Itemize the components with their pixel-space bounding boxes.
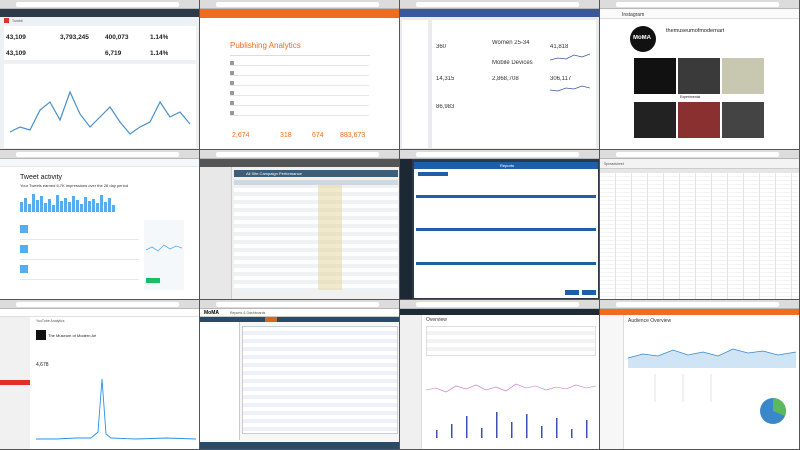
submit-button[interactable] [565, 290, 579, 295]
line-chart-panel [4, 64, 196, 148]
sidebar [400, 315, 422, 449]
profile-username: themuseumofmodernart [666, 28, 725, 34]
app-header [200, 9, 399, 18]
tab-active[interactable] [418, 172, 448, 176]
views-chart [36, 378, 196, 440]
tile-tumblr-stats: Tumblr 43,109 3,793,245 400,073 1.14% 43… [0, 0, 200, 150]
stat-engagements: 400,073 [105, 34, 129, 41]
page-title: Tweet activity [20, 174, 63, 181]
spike-chart [436, 412, 588, 438]
grid-photo[interactable] [678, 102, 720, 138]
grid-photo[interactable] [722, 102, 764, 138]
page-title: Audience Overview [628, 318, 672, 324]
total-likes: 674 [312, 132, 324, 139]
grid-photo[interactable] [722, 58, 764, 94]
data-table [234, 180, 398, 290]
tile-spreadsheet: Spreadsheet [600, 150, 800, 300]
views-count: 4,678 [36, 362, 49, 368]
channel-name: The Museum of Modern Art [48, 333, 97, 338]
list-item[interactable] [230, 90, 369, 96]
sidebar-item-active[interactable] [0, 380, 30, 385]
report-list [242, 326, 398, 434]
tab-active[interactable] [265, 317, 277, 322]
app-header [0, 9, 199, 17]
sidebar [400, 159, 412, 299]
total-posts: 2,674 [232, 132, 250, 139]
summary-text: Your Tweets earned 6.7K impressions over… [20, 183, 129, 188]
stat-followers: 43,109 [6, 34, 26, 41]
tile-moma-reports: MoMA Reports & Dashboards [200, 300, 400, 450]
app-header [400, 9, 599, 17]
list-item[interactable] [230, 70, 369, 76]
cancel-button[interactable] [582, 290, 596, 295]
page-title: YouTube Analytics [36, 319, 65, 323]
tile-instagram-profile: Instagram MoMA themuseumofmodernart Expe… [600, 0, 800, 150]
page-title: Reports [500, 163, 515, 168]
grid-photo[interactable] [678, 58, 720, 94]
grid-photo[interactable] [634, 102, 676, 138]
tile-campaign-performance: All Site Campaign Performance [200, 150, 400, 300]
logo: MoMA [204, 310, 219, 316]
tile-youtube-analytics: YouTube Analytics The Museum of Modern A… [0, 300, 200, 450]
page-title: Publishing Analytics [230, 41, 301, 50]
traffic-chart [426, 383, 596, 393]
tile-audience-overview: Audience Overview [600, 300, 800, 450]
sidebar [200, 167, 232, 299]
tweet-row[interactable] [20, 242, 139, 260]
tweet-row[interactable] [20, 222, 139, 240]
nav-tabs [200, 317, 399, 322]
tile-reports-form: Reports [400, 150, 600, 300]
grid-photo[interactable] [634, 58, 676, 94]
report-title: All Site Campaign Performance [246, 171, 302, 176]
app-name: Instagram [622, 12, 645, 18]
tweet-row[interactable] [20, 262, 139, 280]
page-title: Reports & Dashboards [230, 311, 266, 315]
photo-caption: Experimental [680, 95, 701, 99]
avatar [630, 26, 656, 52]
list-item[interactable] [230, 60, 369, 66]
pie-chart [760, 398, 786, 424]
sessions-chart [628, 348, 796, 368]
stat-engagement-rate: 1.14% [150, 34, 169, 41]
toolbar [600, 159, 799, 169]
list-item[interactable] [230, 110, 369, 116]
impressions-bar-chart [20, 194, 115, 212]
sidebar [600, 315, 624, 449]
stat-impressions: 3,793,245 [60, 34, 89, 41]
doc-title: Spreadsheet [604, 162, 624, 166]
insights-panel [432, 20, 596, 148]
impressions-chart [9, 90, 191, 135]
tile-publishing-analytics: Publishing Analytics 2,674 318 674 883,6… [200, 0, 400, 150]
page-title: Overview [426, 317, 447, 323]
brand-name: Tumblr [12, 19, 23, 23]
total-views: 883,673 [340, 132, 366, 139]
tile-tweet-activity: Tweet activity Your Tweets earned 6.7K i… [0, 150, 200, 300]
list-item[interactable] [230, 80, 369, 86]
tile-overview: Overview [400, 300, 600, 450]
folder-tree [200, 322, 240, 440]
total-comments: 318 [280, 132, 292, 139]
tile-page-insights: 360 Women 25-34 41,818 14,315 2,868,708 … [400, 0, 600, 150]
logo: MoMA [633, 35, 651, 41]
brand-icon [4, 18, 9, 23]
channel-avatar [36, 330, 46, 340]
list-item[interactable] [230, 100, 369, 106]
sidebar [402, 20, 428, 148]
